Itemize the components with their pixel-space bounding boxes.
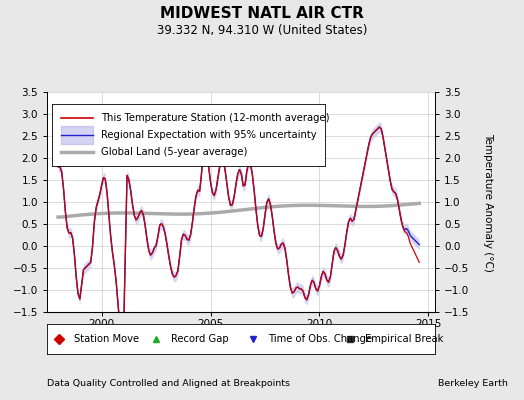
- Text: Empirical Break: Empirical Break: [365, 334, 443, 344]
- Text: Record Gap: Record Gap: [171, 334, 229, 344]
- Text: Berkeley Earth: Berkeley Earth: [439, 379, 508, 388]
- Y-axis label: Temperature Anomaly (°C): Temperature Anomaly (°C): [483, 132, 493, 272]
- Text: MIDWEST NATL AIR CTR: MIDWEST NATL AIR CTR: [160, 6, 364, 21]
- Text: This Temperature Station (12-month average): This Temperature Station (12-month avera…: [102, 113, 330, 123]
- Text: Regional Expectation with 95% uncertainty: Regional Expectation with 95% uncertaint…: [102, 130, 317, 140]
- Text: Time of Obs. Change: Time of Obs. Change: [268, 334, 373, 344]
- Text: 39.332 N, 94.310 W (United States): 39.332 N, 94.310 W (United States): [157, 24, 367, 37]
- Text: Station Move: Station Move: [74, 334, 139, 344]
- Text: Global Land (5-year average): Global Land (5-year average): [102, 147, 248, 157]
- Text: Data Quality Controlled and Aligned at Breakpoints: Data Quality Controlled and Aligned at B…: [47, 379, 290, 388]
